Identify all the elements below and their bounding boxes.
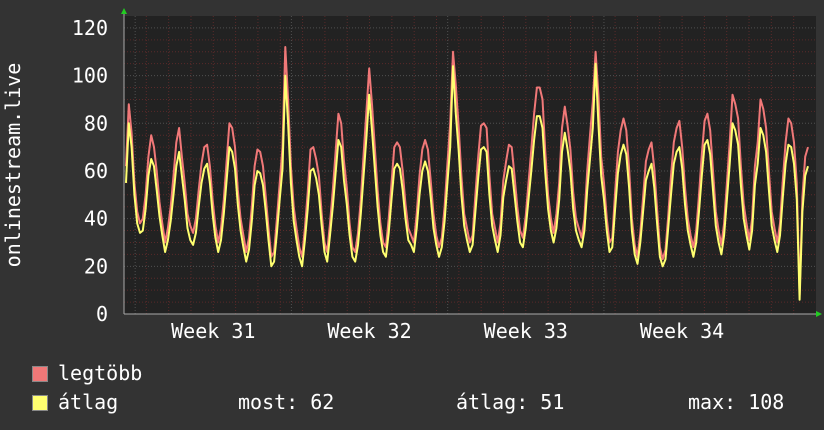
x-tick-label: Week 34 (640, 319, 724, 343)
legend-label-max: legtöbb (58, 361, 143, 385)
x-tick-labels: Week 31 Week 32 Week 33 Week 34 (171, 319, 724, 343)
stat-now: most: 62 (238, 390, 335, 414)
y-tick-labels: 0 20 40 60 80 100 120 (72, 16, 108, 326)
y-axis-arrow-icon (121, 8, 127, 14)
x-tick-label: Week 31 (171, 319, 255, 343)
stat-average: átlag: 51 (456, 390, 565, 414)
series-line-avg (125, 62, 809, 301)
y-tick-label: 40 (84, 207, 108, 231)
y-tick-label: 80 (84, 111, 108, 135)
y-tick-label: 100 (72, 64, 108, 88)
series-line-max (125, 46, 809, 296)
minor-grid (124, 16, 816, 314)
x-axis-arrow-icon (816, 311, 822, 317)
avg-swatch-icon (32, 395, 48, 411)
x-tick-label: Week 32 (327, 319, 411, 343)
series-layer (125, 46, 809, 301)
x-tick-label: Week 33 (484, 319, 568, 343)
max-swatch-icon (32, 366, 48, 382)
y-tick-label: 20 (84, 254, 108, 278)
y-tick-label: 120 (72, 16, 108, 40)
y-tick-label: 0 (96, 302, 108, 326)
y-axis-label: onlinestream.live (1, 63, 25, 268)
y-tick-label: 60 (84, 159, 108, 183)
legend-label-avg: átlag (58, 390, 119, 414)
stat-max: max: 108 (688, 390, 785, 414)
